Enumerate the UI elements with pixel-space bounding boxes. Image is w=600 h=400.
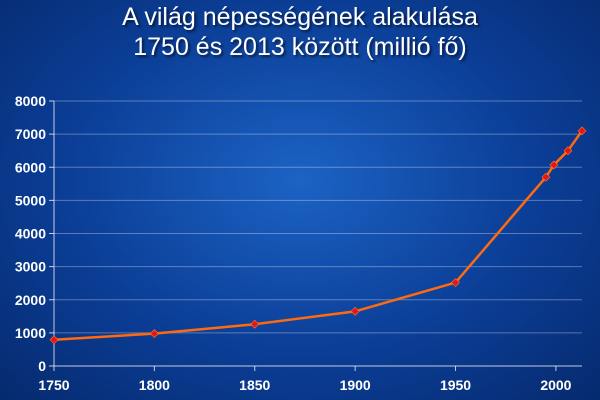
data-point bbox=[577, 126, 587, 136]
y-tick-label: 4000 bbox=[15, 226, 46, 242]
x-tick-label: 2000 bbox=[540, 377, 571, 393]
chart-title-line-1: A világ népességének alakulása bbox=[122, 3, 478, 31]
y-tick-label: 0 bbox=[38, 358, 46, 374]
axes bbox=[49, 100, 582, 371]
data-point bbox=[451, 278, 460, 287]
y-tick-labels: 0 1000 2000 3000 4000 5000 6000 7000 8000 bbox=[15, 93, 46, 374]
x-tick-label: 1950 bbox=[440, 377, 471, 393]
chart-title-line-2: 1750 és 2013 között (millió fő) bbox=[133, 33, 467, 61]
y-tick-label: 2000 bbox=[15, 292, 46, 308]
y-tick-label: 8000 bbox=[15, 93, 46, 109]
y-tick-label: 6000 bbox=[15, 159, 46, 175]
series-line-0 bbox=[53, 130, 584, 342]
x-tick-labels: 1750 1800 1850 1900 1950 2000 bbox=[38, 377, 571, 393]
chart-title: A világ népességének alakulása 1750 és 2… bbox=[0, 2, 600, 62]
x-tick-label: 1800 bbox=[139, 377, 170, 393]
data-point bbox=[541, 172, 551, 182]
y-tick-label: 5000 bbox=[15, 192, 46, 208]
x-tick-label: 1750 bbox=[38, 377, 69, 393]
y-tick-label: 7000 bbox=[15, 126, 46, 142]
data-point bbox=[549, 160, 559, 170]
data-point bbox=[149, 329, 159, 339]
y-tick-label: 3000 bbox=[15, 259, 46, 275]
data-point bbox=[250, 319, 260, 329]
x-tick-label: 1900 bbox=[340, 377, 371, 393]
series-layer bbox=[49, 126, 587, 345]
data-point bbox=[49, 335, 59, 345]
data-point bbox=[563, 146, 573, 156]
y-tick-label: 1000 bbox=[15, 325, 46, 341]
grid-lines bbox=[54, 100, 582, 334]
data-point bbox=[350, 306, 360, 316]
x-tick-label: 1850 bbox=[239, 377, 270, 393]
